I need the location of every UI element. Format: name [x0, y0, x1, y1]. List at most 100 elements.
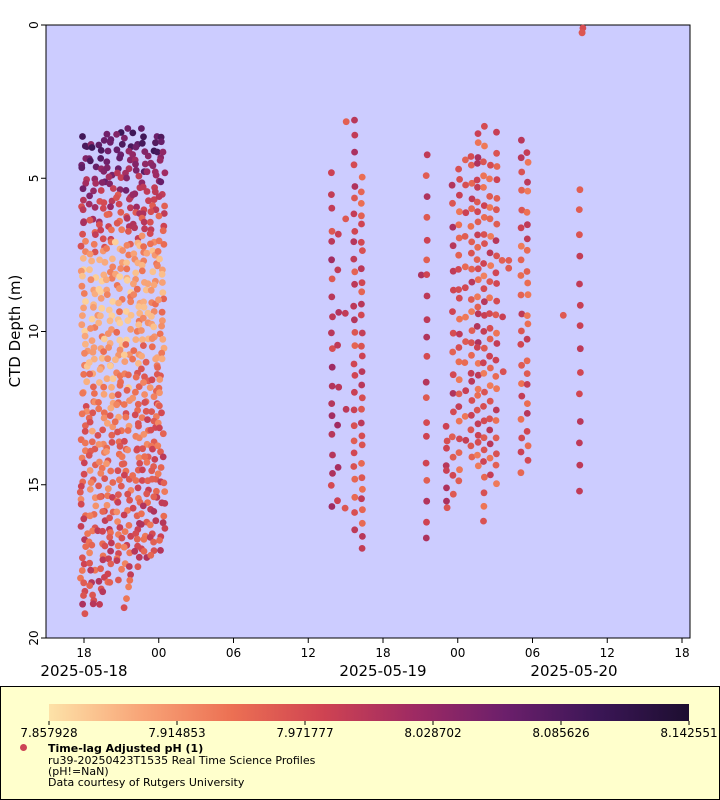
data-point — [114, 542, 122, 550]
data-point — [474, 451, 481, 459]
data-point — [481, 388, 488, 396]
data-point — [148, 343, 156, 351]
data-point — [118, 565, 125, 573]
data-point — [443, 497, 450, 505]
data-point — [328, 227, 336, 235]
data-point — [486, 415, 493, 423]
data-point — [139, 314, 147, 322]
data-point — [455, 251, 463, 259]
data-point — [517, 291, 525, 299]
data-point — [456, 208, 463, 216]
chart-area: 18 00 06 12 18 00 06 12 18 2025-05-18 2025-05-19 20… — [6, 21, 691, 680]
data-point — [101, 475, 109, 482]
data-point — [77, 242, 85, 250]
data-point — [120, 543, 128, 551]
data-point — [329, 470, 336, 477]
data-point — [486, 335, 494, 343]
data-point — [159, 519, 167, 527]
data-point — [77, 500, 85, 508]
data-point — [350, 360, 358, 368]
data-point — [150, 281, 158, 289]
data-point — [99, 235, 107, 243]
data-point — [518, 186, 525, 194]
data-point — [124, 317, 132, 324]
data-point — [143, 249, 151, 257]
data-point — [524, 456, 532, 464]
data-point — [159, 453, 167, 461]
data-point — [87, 566, 95, 574]
data-point — [136, 460, 144, 467]
legend-panel: 7.857928 7.914853 7.971777 8.028702 8.085626… — [0, 686, 720, 800]
data-point — [351, 194, 358, 202]
data-point — [493, 163, 501, 170]
data-point — [462, 436, 470, 444]
data-point — [481, 122, 488, 130]
data-point — [133, 285, 141, 293]
data-point — [351, 316, 358, 324]
data-point — [473, 344, 481, 351]
data-point — [474, 431, 482, 439]
y-tick-label: 5 — [27, 174, 41, 182]
data-point — [468, 327, 476, 334]
data-point — [456, 466, 463, 474]
data-point — [350, 302, 358, 310]
data-point — [129, 151, 137, 158]
data-point — [468, 265, 476, 273]
data-point — [156, 376, 164, 383]
data-point — [133, 203, 141, 211]
x-tick-label: 06 — [226, 646, 241, 660]
data-point — [140, 431, 148, 438]
data-point — [113, 131, 120, 138]
data-point — [523, 370, 531, 377]
data-point — [517, 242, 525, 250]
data-point — [449, 242, 457, 250]
data-point — [474, 218, 482, 226]
data-point — [423, 432, 430, 440]
data-point — [89, 591, 96, 599]
data-point — [120, 511, 128, 519]
data-point — [95, 319, 103, 327]
data-point — [85, 452, 93, 459]
data-point — [86, 192, 93, 200]
data-point — [357, 200, 365, 207]
data-point — [492, 461, 500, 469]
data-point — [576, 280, 583, 288]
data-point — [113, 146, 121, 154]
data-point — [133, 535, 141, 543]
data-point — [126, 576, 134, 584]
data-point — [80, 470, 88, 478]
data-point — [473, 323, 481, 330]
data-point — [517, 448, 525, 456]
data-point — [79, 133, 86, 140]
data-point — [143, 168, 151, 176]
data-point — [123, 259, 130, 267]
data-point — [480, 517, 487, 525]
data-point — [462, 338, 469, 345]
data-point — [523, 312, 531, 319]
data-point — [517, 154, 525, 162]
data-point — [517, 415, 525, 423]
data-point — [88, 541, 96, 549]
data-point — [81, 427, 89, 435]
data-point — [103, 375, 111, 383]
data-point — [518, 136, 525, 144]
data-point — [159, 317, 166, 325]
data-point — [79, 255, 87, 262]
data-point — [121, 358, 129, 365]
data-point — [159, 279, 166, 286]
data-point — [461, 263, 469, 271]
data-point — [138, 365, 145, 373]
data-point — [116, 442, 124, 450]
data-point — [498, 257, 506, 264]
data-point — [86, 370, 94, 378]
data-point — [486, 382, 494, 389]
data-point — [161, 169, 169, 177]
data-point — [486, 278, 494, 285]
data-point — [116, 381, 124, 389]
data-point — [328, 400, 336, 407]
data-point — [112, 356, 119, 364]
data-point — [144, 152, 152, 160]
data-point — [140, 218, 148, 226]
data-point — [422, 172, 430, 180]
data-point — [455, 234, 463, 242]
